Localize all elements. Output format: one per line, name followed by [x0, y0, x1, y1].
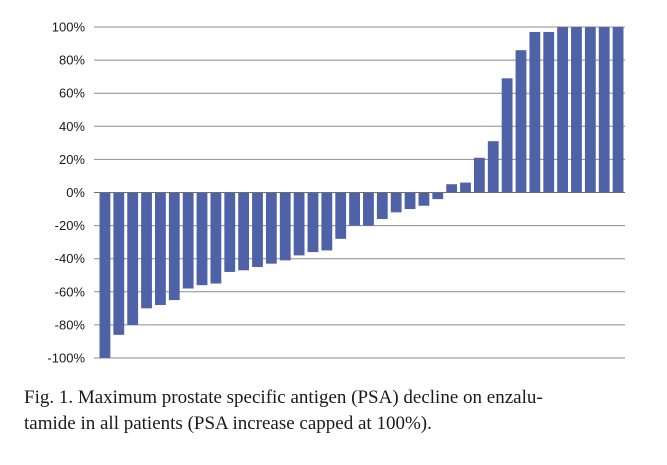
bar — [252, 192, 263, 267]
bar — [363, 192, 374, 226]
bar — [293, 192, 305, 256]
bar — [210, 192, 222, 284]
bar — [557, 27, 568, 193]
bar — [446, 184, 458, 193]
bar — [321, 192, 333, 251]
y-tick-label: -40% — [55, 251, 86, 266]
bar — [612, 27, 624, 193]
caption-line-2: tamide in all patients (PSA increase cap… — [24, 413, 432, 434]
bar — [404, 192, 416, 210]
bar — [99, 192, 111, 358]
y-axis-ticks: 100% 80% 60% 40% 20% 0% -20% -40% -60% -80% -100% — [47, 20, 85, 366]
y-tick-label: 60% — [59, 86, 85, 101]
psa-decline-bar-chart: 100% 80% 60% 40% 20% 0% -20% -40% -60% -80% -100% — [47, 20, 625, 366]
bar — [113, 192, 125, 335]
bar — [376, 192, 388, 219]
bar — [543, 31, 555, 193]
bar — [432, 192, 444, 200]
bar — [349, 192, 360, 226]
bar — [529, 31, 541, 193]
bars — [99, 27, 624, 358]
bar — [141, 192, 152, 309]
bar — [182, 192, 194, 289]
bar — [598, 27, 610, 193]
bar — [265, 192, 277, 264]
y-tick-label: 80% — [59, 53, 85, 68]
figure-caption: Fig. 1. Maximum prostate specific antige… — [24, 385, 644, 437]
bar — [335, 192, 347, 239]
bar — [238, 192, 250, 271]
bar — [501, 78, 513, 193]
y-tick-label: 0% — [66, 185, 85, 200]
bar — [571, 27, 582, 193]
y-tick-label: 40% — [59, 119, 85, 134]
bar — [224, 192, 236, 272]
bar — [279, 192, 291, 261]
y-tick-label: 100% — [52, 20, 86, 35]
bar — [390, 192, 402, 213]
y-tick-label: -60% — [55, 284, 86, 299]
y-tick-label: -20% — [55, 218, 86, 233]
bar — [307, 192, 319, 253]
bar — [487, 141, 499, 193]
bar — [168, 192, 180, 301]
y-tick-label: -100% — [47, 351, 85, 366]
bar — [584, 27, 596, 193]
y-tick-label: -80% — [55, 317, 86, 332]
bar — [515, 50, 527, 193]
bar — [418, 192, 430, 206]
bar — [196, 192, 208, 286]
y-tick-label: 20% — [59, 152, 85, 167]
bar — [155, 192, 166, 306]
caption-line-1: Fig. 1. Maximum prostate specific antige… — [24, 387, 543, 408]
bar — [127, 192, 139, 325]
bar — [473, 157, 485, 193]
bar — [460, 182, 471, 193]
